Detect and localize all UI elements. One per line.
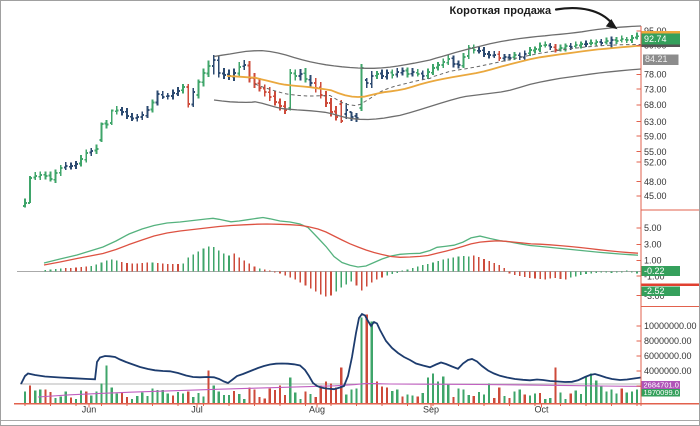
- svg-text:68.00: 68.00: [644, 100, 667, 110]
- svg-text:6000000.00: 6000000.00: [644, 351, 692, 361]
- svg-text:2684701.0: 2684701.0: [644, 380, 679, 389]
- svg-text:45.00: 45.00: [644, 191, 667, 201]
- svg-text:1.00: 1.00: [644, 256, 662, 266]
- svg-text:-3.00: -3.00: [644, 291, 665, 301]
- svg-text:-2.52: -2.52: [644, 286, 665, 296]
- svg-text:Jul: Jul: [191, 405, 203, 415]
- svg-text:1970099.0: 1970099.0: [644, 388, 679, 397]
- svg-text:Aug: Aug: [309, 405, 325, 415]
- svg-text:78.00: 78.00: [644, 70, 667, 80]
- svg-text:73.00: 73.00: [644, 84, 667, 94]
- svg-text:Oct: Oct: [534, 405, 549, 415]
- svg-text:Jun: Jun: [82, 405, 97, 415]
- svg-text:84.21: 84.21: [645, 54, 668, 64]
- svg-text:63.00: 63.00: [644, 117, 667, 127]
- svg-text:8000000.00: 8000000.00: [644, 336, 692, 346]
- svg-text:48.00: 48.00: [644, 177, 667, 187]
- svg-text:52.00: 52.00: [644, 157, 667, 167]
- svg-text:59.00: 59.00: [644, 131, 667, 141]
- svg-text:Sep: Sep: [423, 405, 439, 415]
- svg-text:Короткая продажа: Короткая продажа: [450, 5, 553, 17]
- svg-text:-1.00: -1.00: [644, 271, 665, 281]
- svg-text:5.00: 5.00: [644, 223, 662, 233]
- svg-text:92.74: 92.74: [644, 34, 667, 44]
- svg-text:10000000.00: 10000000.00: [644, 321, 697, 331]
- svg-text:3.00: 3.00: [644, 240, 662, 250]
- svg-text:4000000.00: 4000000.00: [644, 366, 692, 376]
- svg-text:-0.22: -0.22: [644, 266, 665, 276]
- svg-text:55.00: 55.00: [644, 147, 667, 157]
